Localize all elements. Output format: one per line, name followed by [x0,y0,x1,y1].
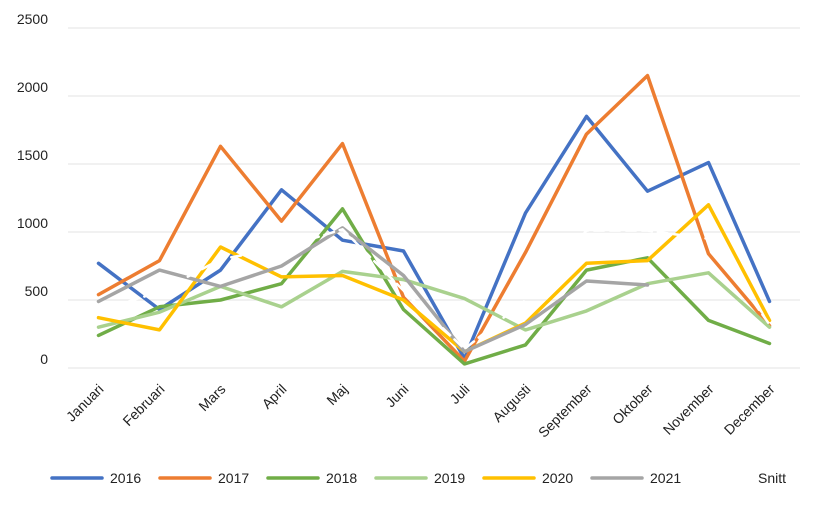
legend-label: Snitt [758,470,786,486]
series-line-2020 [96,203,772,354]
y-tick-label: 2500 [17,11,48,27]
series-line-snitt [97,228,771,351]
x-tick-label: Juli [446,381,472,407]
x-tick-label: Maj [323,381,350,408]
legend-item-2021: 2021 [590,470,681,486]
series-layer [96,73,772,366]
y-tick-label: 1500 [17,147,48,163]
legend-item-2020: 2020 [482,470,573,486]
legend-label: 2019 [434,470,465,486]
x-axis-ticks: Januari Februari Mars April Maj Juni Juli Augus… [63,381,778,441]
y-tick-label: 1000 [17,215,48,231]
x-tick-label: April [258,381,289,412]
legend-item-2017: 2017 [158,470,249,486]
x-tick-label: September [535,381,595,441]
legend-label: 2016 [110,470,141,486]
series-line-2017 [96,73,772,363]
y-tick-label: 500 [25,283,49,299]
legend-label: 2020 [542,470,573,486]
legend-label: 2021 [650,470,681,486]
y-tick-label: 0 [40,351,48,367]
x-tick-label: Augusti [489,381,533,425]
x-tick-label: Januari [63,381,107,425]
legend-item-2018: 2018 [266,470,357,486]
x-tick-label: Juni [382,381,411,410]
y-axis-ticks: 0 500 1000 1500 2000 2500 [17,11,48,367]
series-line-2019 [96,269,772,332]
x-tick-label: December [721,381,778,438]
legend-item-2016: 2016 [50,470,141,486]
x-tick-label: Oktober [609,381,656,428]
series-line-2018 [96,207,772,366]
y-tick-label: 2000 [17,79,48,95]
legend-item-snitt: Snitt [698,470,786,486]
legend: 2016 2017 2018 2019 2020 2021 Snitt [50,470,786,486]
legend-item-2019: 2019 [374,470,465,486]
x-tick-label: November [660,381,717,438]
series-line-2021 [96,226,650,354]
legend-label: 2018 [326,470,357,486]
legend-label: 2017 [218,470,249,486]
x-tick-label: Mars [195,381,228,414]
series-line-2016 [96,114,772,361]
x-tick-label: Februari [119,381,167,429]
